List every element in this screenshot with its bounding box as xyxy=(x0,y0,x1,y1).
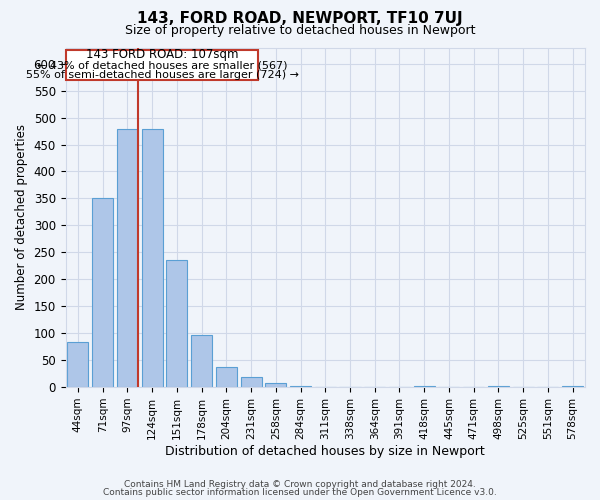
Y-axis label: Number of detached properties: Number of detached properties xyxy=(15,124,28,310)
Text: Contains HM Land Registry data © Crown copyright and database right 2024.: Contains HM Land Registry data © Crown c… xyxy=(124,480,476,489)
Bar xyxy=(562,386,583,387)
Bar xyxy=(117,130,138,387)
Text: Size of property relative to detached houses in Newport: Size of property relative to detached ho… xyxy=(125,24,475,37)
Bar xyxy=(67,342,88,387)
Bar xyxy=(191,335,212,387)
X-axis label: Distribution of detached houses by size in Newport: Distribution of detached houses by size … xyxy=(166,444,485,458)
Bar xyxy=(265,384,286,387)
Bar xyxy=(290,386,311,387)
Text: 143, FORD ROAD, NEWPORT, TF10 7UJ: 143, FORD ROAD, NEWPORT, TF10 7UJ xyxy=(137,11,463,26)
Bar xyxy=(216,367,237,387)
Bar xyxy=(92,198,113,387)
FancyBboxPatch shape xyxy=(66,50,259,80)
Bar xyxy=(142,130,163,387)
Text: ← 43% of detached houses are smaller (567): ← 43% of detached houses are smaller (56… xyxy=(37,60,287,70)
Text: 143 FORD ROAD: 107sqm: 143 FORD ROAD: 107sqm xyxy=(86,48,238,62)
Text: Contains public sector information licensed under the Open Government Licence v3: Contains public sector information licen… xyxy=(103,488,497,497)
Bar xyxy=(241,377,262,387)
Text: 55% of semi-detached houses are larger (724) →: 55% of semi-detached houses are larger (… xyxy=(26,70,299,80)
Bar xyxy=(488,386,509,387)
Bar xyxy=(166,260,187,387)
Bar xyxy=(413,386,435,387)
